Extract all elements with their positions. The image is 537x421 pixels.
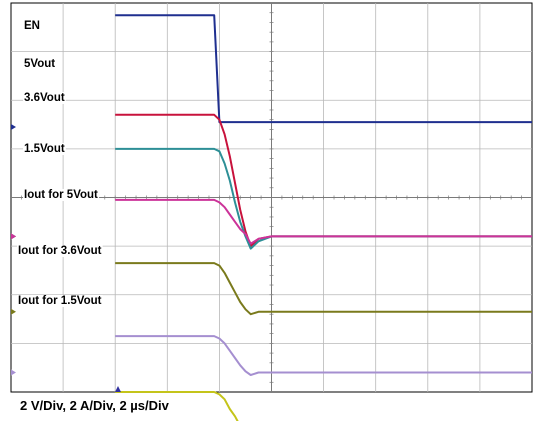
- channel-marker: [11, 369, 16, 376]
- scale-annotation: 2 V/Div, 2 A/Div, 2 µs/Div: [20, 398, 169, 413]
- trace-label-bg: [17, 295, 103, 307]
- trace-0: [115, 14, 532, 124]
- channel-markers: [11, 123, 16, 376]
- trigger-marker: [115, 386, 121, 392]
- trace-label-bg: [23, 20, 41, 32]
- trace-label-bg: [23, 189, 100, 201]
- channel-marker: [11, 123, 16, 130]
- channel-marker: [11, 308, 16, 315]
- trace-5: [115, 335, 532, 376]
- trace-label-bg: [23, 58, 57, 70]
- trace-label: 1.5Vout: [24, 143, 65, 155]
- trace-labels: EN 5Vout 3.6Vout 1.5Vout Iout for 5Vout Iout …: [17, 20, 103, 307]
- traces: [115, 14, 532, 421]
- trace-4: [115, 262, 532, 316]
- trace-6: [115, 391, 239, 421]
- trace-3: [115, 198, 532, 245]
- trace-label: Iout for 3.6Vout: [18, 245, 102, 257]
- trace-label: 3.6Vout: [24, 92, 65, 104]
- trace-label: 5Vout: [24, 58, 55, 70]
- trace-label-bg: [17, 245, 103, 257]
- channel-marker: [11, 233, 16, 240]
- trace-label-bg: [23, 143, 66, 155]
- trace-label: Iout for 5Vout: [24, 189, 98, 201]
- trace-label-bg: [23, 92, 66, 104]
- trace-label: EN: [24, 20, 40, 32]
- trace-label: Iout for 1.5Vout: [18, 295, 102, 307]
